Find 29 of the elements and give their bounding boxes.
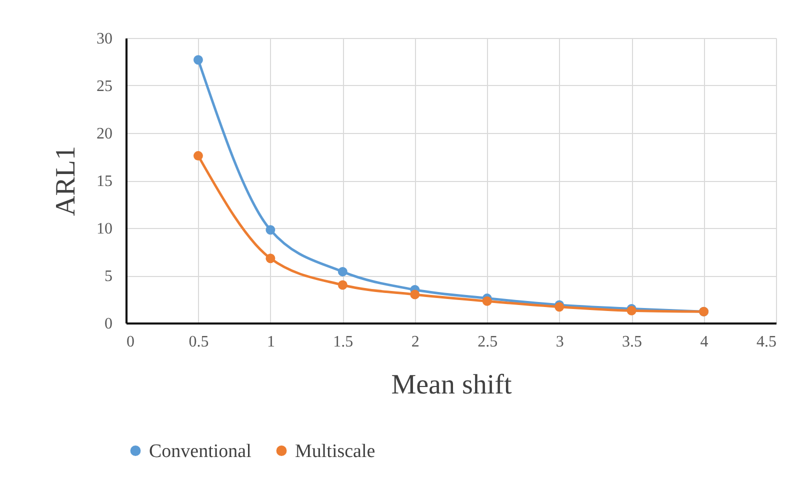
- y-tick-label: 15: [96, 173, 112, 190]
- point: [266, 225, 276, 235]
- y-axis-title: ARL1: [50, 146, 82, 216]
- y-tick-label: 5: [104, 268, 112, 285]
- point: [338, 266, 348, 276]
- x-tick-label: 3.5: [622, 334, 642, 350]
- y-tick-label: 0: [104, 316, 112, 332]
- x-tick-label: 0.5: [188, 334, 209, 350]
- x-tick-label: 4.5: [756, 334, 776, 350]
- x-tick-label: 1: [266, 334, 275, 350]
- point: [410, 290, 420, 300]
- x-tick-label: 0: [126, 334, 134, 350]
- y-tick-label: 30: [96, 30, 112, 48]
- y-tick-label: 25: [96, 78, 112, 95]
- x-tick-label: 3: [556, 334, 564, 350]
- point: [266, 254, 276, 264]
- point: [338, 280, 348, 290]
- point: [193, 55, 203, 65]
- legend-label: Conventional: [149, 440, 252, 462]
- legend-label: Multiscale: [295, 440, 376, 462]
- x-axis-title: Mean shift: [391, 370, 512, 400]
- x-tick-label: 1.5: [333, 334, 354, 350]
- x-tick-label: 2.5: [478, 334, 498, 350]
- point: [193, 151, 203, 161]
- point: [482, 296, 492, 306]
- y-tick-label: 20: [96, 126, 112, 142]
- x-tick-label: 4: [700, 334, 708, 350]
- y-tick-label: 10: [96, 220, 112, 238]
- x-tick-label: 2: [411, 334, 420, 350]
